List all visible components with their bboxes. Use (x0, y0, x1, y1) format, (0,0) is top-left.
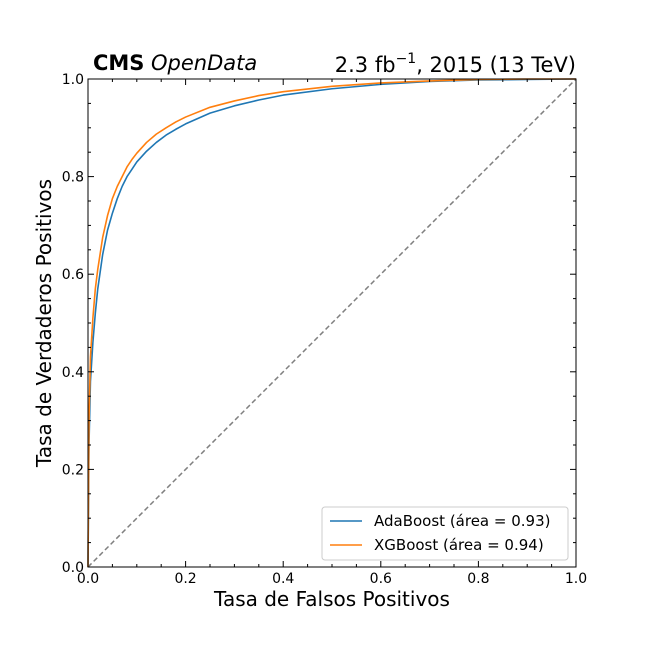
y-tick-label: 0.6 (62, 267, 84, 283)
y-axis-label: Tasa de Verdaderos Positivos (32, 179, 56, 468)
legend-label-adaboost: AdaBoost (área = 0.93) (374, 512, 550, 530)
y-tick-label: 0.2 (62, 462, 84, 478)
x-tick-label: 0.0 (77, 571, 99, 587)
legend: AdaBoost (área = 0.93) XGBoost (área = 0… (321, 506, 569, 561)
y-tick-label: 0.0 (62, 560, 84, 576)
x-tick-label: 1.0 (565, 571, 587, 587)
experiment-label: CMS (93, 51, 144, 75)
y-tick-label: 0.4 (62, 365, 84, 381)
lumi-prefix: 2.3 fb (335, 53, 396, 77)
y-tick-label: 0.8 (62, 170, 84, 186)
x-tick-label: 0.8 (467, 571, 489, 587)
series-group (87, 78, 577, 568)
luminosity-label: 2.3 fb−1, 2015 (13 TeV) (335, 51, 576, 77)
y-tick-label: 1.0 (62, 72, 84, 88)
x-tick-label: 0.6 (370, 571, 392, 587)
x-tick-label: 0.4 (272, 571, 294, 587)
legend-label-xgboost: XGBoost (área = 0.94) (374, 536, 544, 554)
lumi-exponent: −1 (396, 51, 417, 67)
x-axis-label: Tasa de Falsos Positivos (213, 587, 450, 611)
x-tick-label: 0.2 (174, 571, 196, 587)
opendata-label: OpenData (151, 51, 257, 75)
series-line-adaboost (87, 78, 577, 568)
diagonal-reference-line (87, 78, 577, 568)
legend-box (321, 506, 569, 561)
series-line-xgboost (87, 78, 576, 568)
tick-labels-group: 0.0 0.2 0.4 0.6 0.8 1.0 0.0 0.2 0.4 0.6 0.8 1.0 (62, 72, 587, 587)
ticks-group (87, 78, 577, 568)
lumi-suffix: , 2015 (13 TeV) (416, 53, 576, 77)
